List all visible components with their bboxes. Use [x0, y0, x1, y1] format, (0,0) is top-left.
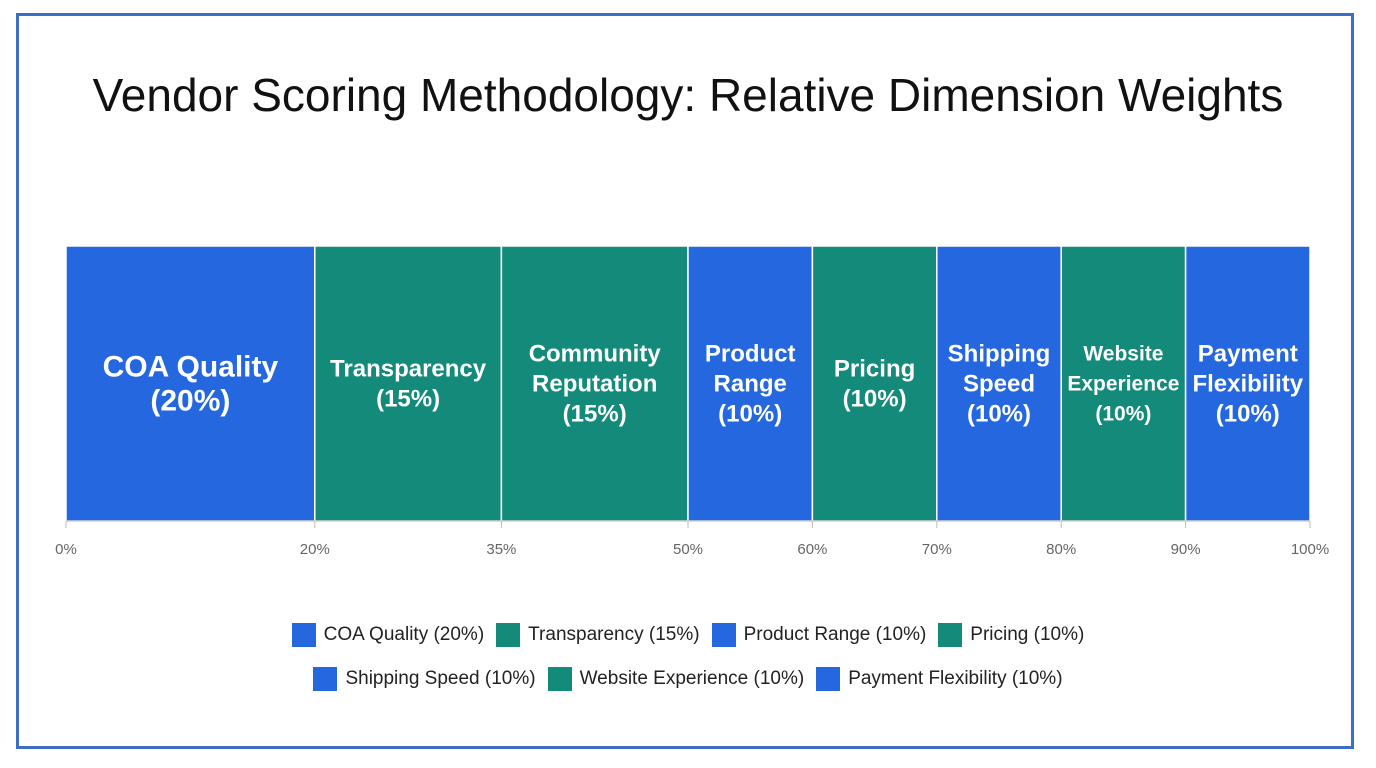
legend-swatch	[547, 667, 572, 691]
legend: COA Quality (20%) Transparency (15%) Produ…	[0, 620, 1376, 708]
legend-item: Payment Flexibility (10%)	[816, 667, 1063, 691]
legend-item: COA Quality (20%)	[291, 623, 485, 647]
legend-item: Pricing (10%)	[938, 623, 1084, 647]
segment-label-website-experience: Website Experience (10%)	[1067, 342, 1179, 425]
legend-row: COA Quality (20%) Transparency (15%) Produ…	[0, 620, 1376, 650]
bar-segment-transparency	[314, 245, 503, 522]
segment-label-pricing: Pricing (10%)	[834, 355, 915, 412]
segment-label-shipping-speed: Shipping Speed (10%)	[948, 340, 1051, 427]
legend-item: Transparency (15%)	[496, 623, 700, 647]
bar-segment-shipping-speed	[936, 245, 1062, 522]
legend-label: Shipping Speed (10%)	[345, 668, 536, 689]
legend-swatch	[313, 667, 338, 691]
x-tick-label: 50%	[673, 541, 703, 558]
x-tick-label: 80%	[1046, 541, 1076, 558]
legend-label: COA Quality (20%)	[323, 624, 485, 645]
legend-label: Payment Flexibility (10%)	[848, 668, 1063, 689]
x-tick-label: 35%	[486, 541, 516, 558]
x-tick-label: 100%	[1291, 541, 1329, 558]
chart-title: Vendor Scoring Methodology: Relative Dim…	[92, 69, 1284, 121]
bar-segment-community-reputation	[500, 245, 689, 522]
segment-label-community-reputation: Community Reputation (15%)	[529, 340, 662, 427]
legend-label: Website Experience (10%)	[579, 668, 805, 689]
stacked-bar-chart: COA Quality (20%) Transparency (15%) Communi…	[55, 245, 1329, 558]
legend-item: Shipping Speed (10%)	[313, 667, 536, 691]
x-tick-label: 90%	[1171, 541, 1201, 558]
x-tick-label: 0%	[55, 541, 77, 558]
legend-label: Pricing (10%)	[970, 624, 1085, 645]
segment-label-transparency: Transparency (15%)	[330, 355, 487, 412]
segment-label-payment-flexibility: Payment Flexibility (10%)	[1192, 340, 1303, 427]
segment-label-coa-quality: COA Quality (20%)	[103, 351, 279, 418]
legend-swatch	[938, 623, 963, 647]
x-tick-label: 20%	[300, 541, 330, 558]
legend-row: Shipping Speed (10%) Website Experience (…	[0, 664, 1376, 694]
legend-label: Transparency (15%)	[528, 624, 700, 645]
legend-item: Product Range (10%)	[711, 623, 927, 647]
bar-segment-pricing	[811, 245, 938, 522]
bar-segment-product-range	[687, 245, 814, 522]
legend-swatch	[711, 623, 736, 647]
x-tick-label: 60%	[797, 541, 827, 558]
x-tick-label: 70%	[922, 541, 952, 558]
legend-swatch	[291, 623, 316, 647]
legend-swatch	[496, 623, 521, 647]
legend-item: Website Experience (10%)	[547, 667, 805, 691]
segment-label-product-range: Product Range (10%)	[705, 340, 796, 427]
legend-label: Product Range (10%)	[743, 624, 927, 645]
legend-swatch	[816, 667, 841, 691]
bar-segment-coa-quality	[65, 245, 316, 522]
